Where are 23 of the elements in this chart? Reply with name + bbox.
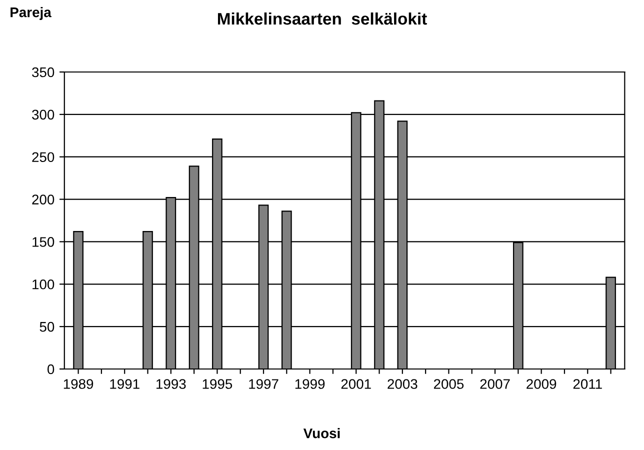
y-tick-label: 150 [32,237,54,247]
chart-title: Mikkelinsaarten selkälokit [218,12,427,25]
x-tick-label: 1989 [64,379,94,389]
y-axis-title: Pareja [10,7,52,20]
x-tick-label: 2007 [480,379,510,389]
x-tick-label: 2009 [526,379,556,389]
y-tick-label: 200 [32,194,54,204]
x-tick-label: 2005 [434,379,464,389]
x-tick-label: 1993 [156,379,186,389]
x-tick-label: 1991 [110,379,140,389]
y-tick-label: 0 [47,364,54,374]
y-tick-label: 50 [40,322,54,332]
y-tick-label: 300 [32,110,54,120]
y-tick-label: 250 [32,152,54,162]
x-tick-label: 1997 [249,379,278,389]
x-tick-label: 1995 [202,379,232,389]
y-tick-label: 100 [32,279,54,290]
x-tick-label: 2011 [573,379,602,389]
y-tick-label: 350 [32,67,54,78]
x-tick-label: 2001 [341,379,371,389]
x-axis-title: Vuosi [303,428,340,438]
x-tick-label: 2003 [388,379,418,389]
x-tick-label: 1999 [295,379,325,389]
